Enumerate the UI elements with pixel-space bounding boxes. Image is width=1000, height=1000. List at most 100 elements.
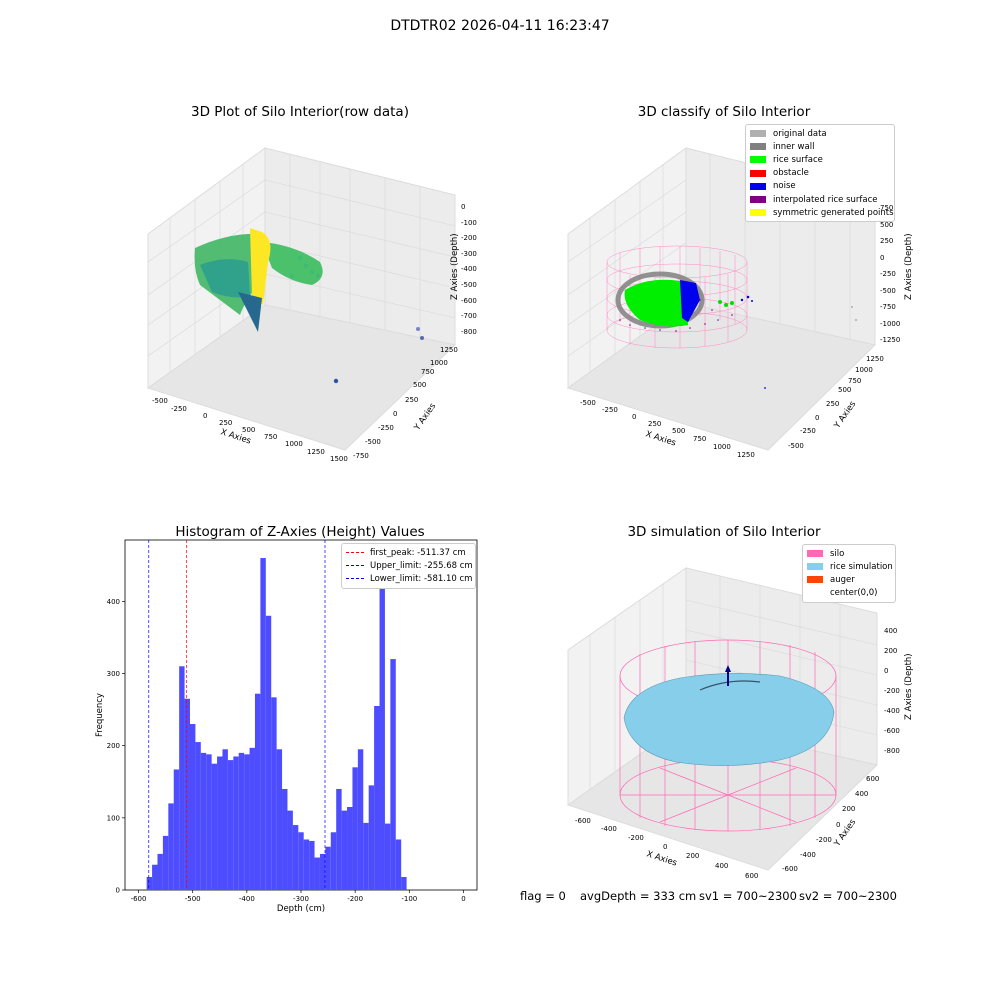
histogram-bar [282, 788, 288, 890]
raw-xtick: 1500 [330, 455, 348, 463]
simulation-xtick: -400 [601, 825, 617, 833]
histogram-bar [325, 846, 331, 890]
simulation-xtick: 200 [686, 852, 700, 860]
histogram-bar [384, 823, 391, 890]
histogram-legend: first_peak: -511.37 cm Upper_limit: -255… [341, 543, 476, 589]
raw-outlier-point [333, 378, 339, 384]
legend-item-original-data: original data [746, 127, 894, 140]
legend-swatch [807, 550, 823, 558]
histogram-xtick-label: -300 [293, 895, 309, 903]
histogram-ytick-label: 400 [107, 598, 120, 606]
raw-xtick: 750 [264, 433, 278, 441]
legend-swatch [750, 196, 766, 204]
classify-rice-extra [718, 300, 734, 307]
legend-item-center: center(0,0) [803, 587, 895, 600]
raw-zticks: 0 -100 -200 -300 -400 -500 -600 -700 -80… [461, 203, 477, 336]
legend-item-lower-limit: Lower_limit: -581.10 cm [342, 572, 475, 585]
classify-ytick: 1000 [855, 366, 873, 374]
classify-ytick: 0 [815, 414, 820, 422]
histogram-bar [217, 756, 223, 890]
classify-ytick: -250 [800, 427, 816, 435]
simulation-ytick: -600 [782, 865, 798, 873]
histogram-ytick-label: 0 [116, 887, 120, 895]
raw-ytick: 1000 [430, 359, 448, 367]
histogram-xtick-label: -500 [185, 895, 201, 903]
classify-interp-points [619, 299, 733, 332]
simulation-rice-surface [623, 673, 835, 766]
simulation-xtick: -600 [575, 817, 591, 825]
simulation-ytick: -400 [800, 851, 816, 859]
histogram-bar [195, 742, 201, 890]
histogram-bar [184, 698, 190, 890]
raw-ytick: 500 [413, 381, 427, 389]
classify-xtick: -500 [580, 399, 596, 407]
histogram-bar [352, 767, 358, 890]
raw-outlier-point [420, 336, 424, 340]
simulation-auger-head [725, 665, 731, 672]
histogram-bar [319, 853, 326, 890]
histogram-bar [390, 659, 396, 890]
simulation-xtick: -200 [628, 834, 644, 842]
raw-ytick: -500 [365, 438, 381, 446]
histogram-bar [395, 839, 402, 890]
histogram-bar [287, 810, 293, 890]
histogram-bar [341, 810, 348, 890]
figure-title: DTDTR02 2026-04-11 16:23:47 [390, 18, 610, 34]
histogram-xtick-label: -600 [131, 895, 147, 903]
histogram-bar [265, 615, 272, 890]
legend-swatch [750, 156, 766, 164]
raw-ytick: 0 [393, 410, 398, 418]
raw-xtick: 0 [203, 412, 208, 420]
histogram-bar [309, 840, 315, 890]
raw-xtick: -500 [152, 397, 168, 405]
footer-sv1: sv1 = 700~2300 [699, 889, 797, 903]
raw-ytick: -250 [378, 424, 394, 432]
raw-yellow-wedge [250, 228, 271, 305]
raw-floor-pane [146, 304, 457, 451]
raw-wall-inner [200, 259, 250, 298]
legend-line [346, 578, 364, 580]
simulation-legend: silo rice simulation auger center(0,0) [802, 544, 896, 603]
histogram-bar [211, 763, 218, 890]
legend-swatch [750, 169, 766, 177]
raw-panel-title: 3D Plot of Silo Interior(row data) [191, 104, 409, 120]
histogram-bar [238, 752, 245, 890]
simulation-ytick: -200 [816, 836, 832, 844]
histogram-bar [260, 558, 266, 890]
simulation-ytick: 200 [842, 805, 856, 813]
histogram-xticks: -600 -500 -400 -300 -200 -100 0 [131, 890, 466, 903]
legend-item-rice-simulation: rice simulation [803, 560, 895, 573]
histogram-bar [303, 839, 310, 890]
classify-outlier-point [851, 306, 853, 308]
histogram-bar [162, 835, 169, 890]
legend-swatch [750, 143, 766, 151]
simulation-ytick: 600 [866, 775, 880, 783]
raw-outlier-point [416, 327, 420, 331]
classify-ytick: 500 [838, 386, 852, 394]
simulation-zticks: 400 200 0 -200 -400 -600 -800 [884, 627, 900, 755]
histogram-bar [249, 747, 255, 890]
classify-ytick: 250 [826, 400, 840, 408]
legend-swatch [750, 130, 766, 138]
histogram-bar [330, 832, 337, 890]
classify-rice-surface [624, 279, 688, 327]
simulation-ytick: 0 [836, 821, 841, 829]
legend-item-interpolated: interpolated rice surface [746, 193, 894, 206]
histogram-bar [254, 693, 261, 890]
classify-legend: original data inner wall rice surface ob… [745, 124, 895, 223]
histogram-bar [227, 760, 234, 890]
simulation-xtick: 400 [715, 862, 729, 870]
simulation-ytick: 400 [855, 790, 869, 798]
histogram-bar [146, 877, 153, 890]
histogram-ytick-label: 300 [107, 670, 120, 678]
legend-item-noise: noise [746, 180, 894, 193]
raw-right-blob [262, 242, 323, 285]
classify-ytick: -500 [788, 442, 804, 450]
histogram-panel-title: Histogram of Z-Axies (Height) Values [175, 524, 425, 540]
histogram-bar [298, 832, 304, 890]
legend-item-upper-limit: Upper_limit: -255.68 cm [342, 559, 475, 572]
classify-inner-wall [615, 271, 705, 329]
raw-3d-plot [146, 147, 457, 451]
raw-cone [238, 292, 262, 332]
